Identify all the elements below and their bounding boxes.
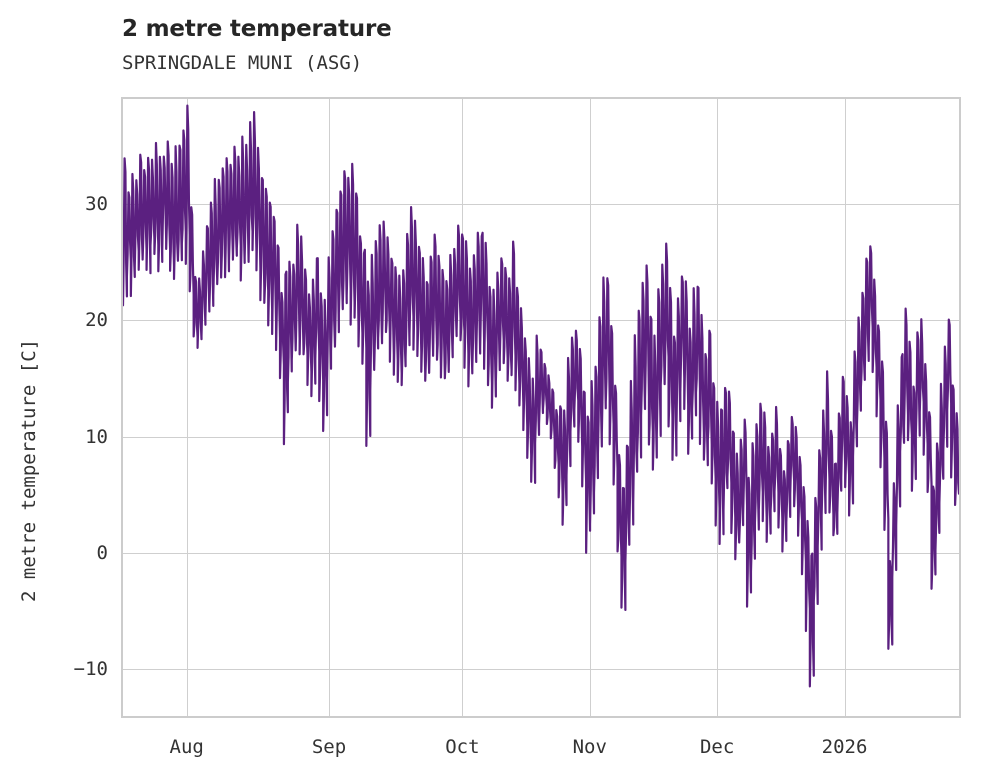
gridline-horizontal: [123, 203, 959, 205]
gridline-horizontal: [123, 320, 959, 322]
y-axis-tick-labels: 30 20 10 0 −10: [0, 0, 108, 782]
y-axis-tick: −10: [73, 658, 108, 681]
x-axis-tick: Aug: [169, 736, 204, 758]
plot-area: [121, 97, 961, 718]
chart-subtitle: SPRINGDALE MUNI (ASG): [122, 52, 363, 74]
x-axis-tick: Dec: [699, 736, 735, 758]
y-axis-tick: 20: [85, 309, 108, 332]
y-axis-tick: 10: [85, 425, 108, 448]
gridline-horizontal: [123, 436, 959, 438]
gridline-vertical: [187, 99, 188, 716]
gridline-horizontal: [123, 553, 959, 555]
temperature-line: [123, 104, 959, 688]
gridline-vertical: [329, 99, 330, 716]
gridline-vertical: [845, 99, 846, 716]
y-axis-tick: 0: [96, 542, 108, 565]
temperature-series: [123, 104, 959, 688]
x-axis-tick: Nov: [572, 736, 607, 758]
x-axis-tick: Sep: [311, 736, 347, 758]
gridline-horizontal: [123, 669, 959, 671]
x-axis-tick: 2026: [821, 736, 868, 758]
gridline-vertical: [462, 99, 463, 716]
y-axis-tick: 30: [85, 192, 108, 215]
chart-title: 2 metre temperature: [122, 16, 392, 42]
x-axis-tick: Oct: [445, 736, 480, 758]
